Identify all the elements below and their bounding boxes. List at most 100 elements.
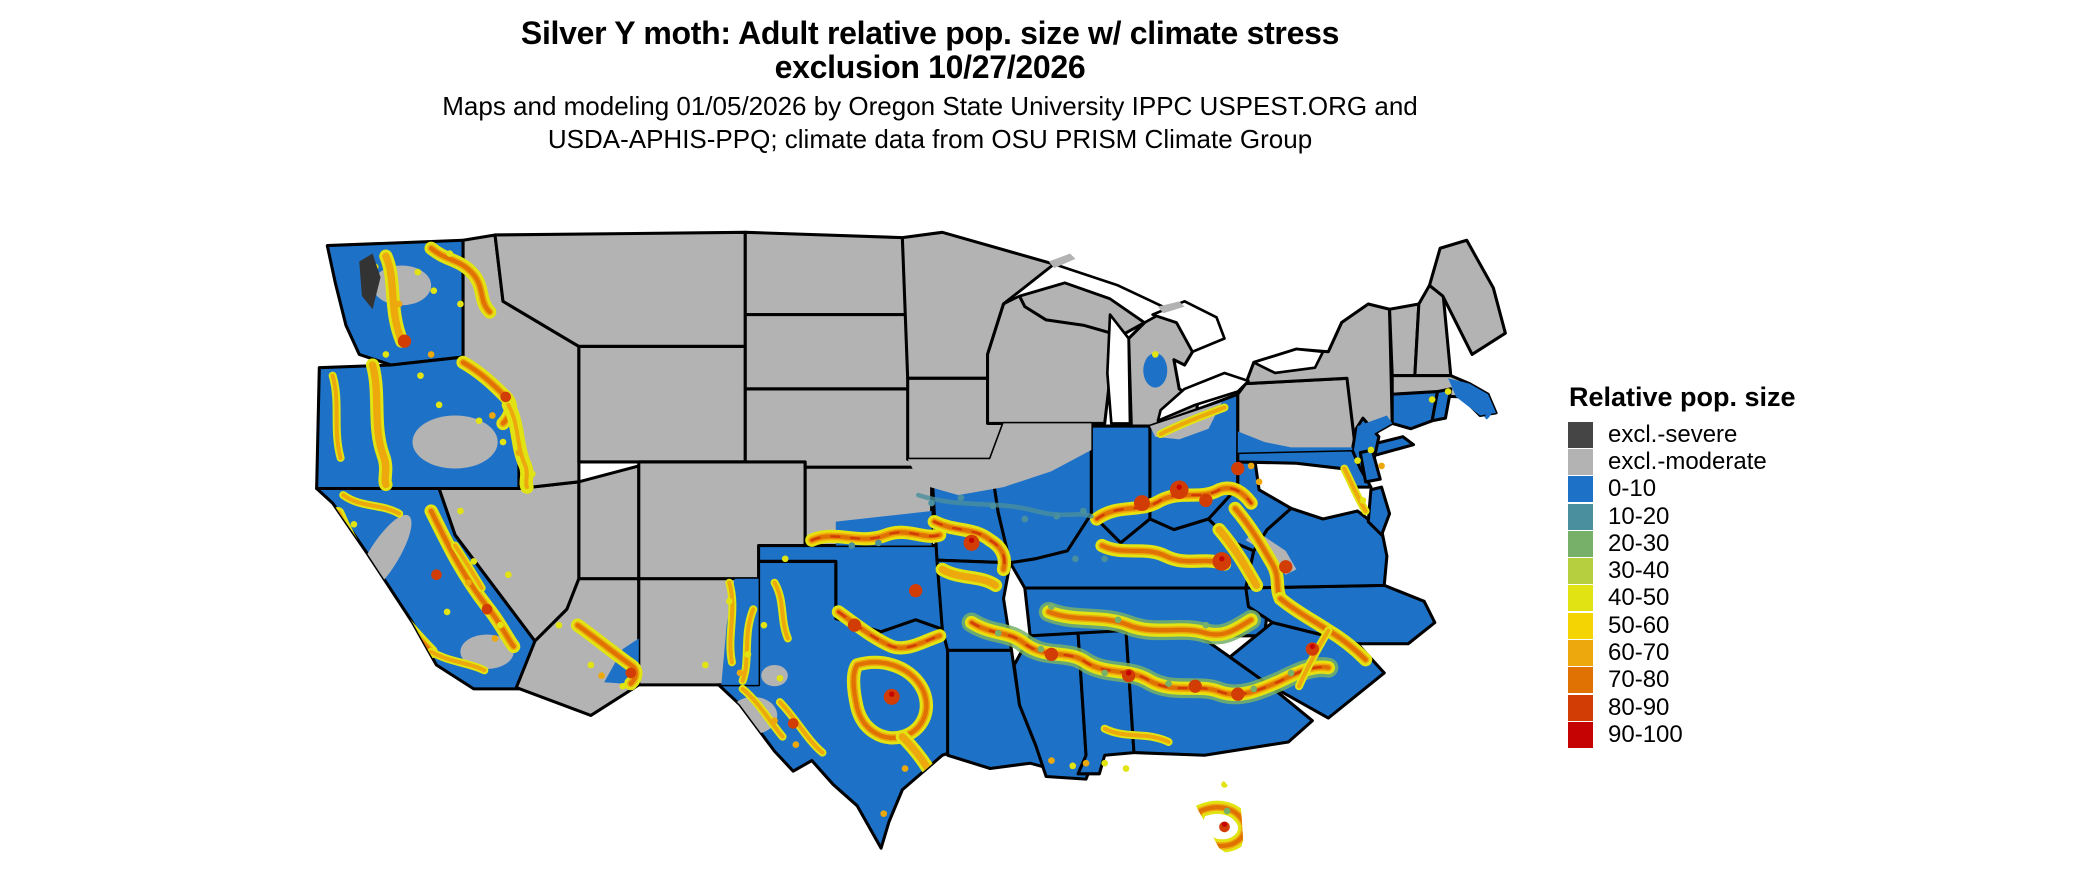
gray-overlay-columbia-basin bbox=[372, 265, 432, 306]
speckle bbox=[1279, 560, 1293, 574]
state-wyoming bbox=[577, 344, 747, 464]
state-connecticut bbox=[1390, 390, 1440, 431]
speckle bbox=[968, 537, 975, 543]
legend-items: excl.-severe excl.-moderate 0-10 10-20 20-30… bbox=[1568, 421, 1908, 749]
speckle bbox=[1082, 759, 1090, 767]
speckle bbox=[598, 672, 605, 679]
speckle bbox=[1218, 870, 1225, 877]
legend-swatch bbox=[1568, 585, 1593, 612]
speckle bbox=[1221, 781, 1228, 788]
speckle bbox=[625, 667, 637, 679]
speckle bbox=[1125, 670, 1132, 676]
legend-swatch bbox=[1568, 721, 1593, 748]
speckle bbox=[1223, 807, 1231, 815]
speckle bbox=[489, 412, 496, 419]
speckle bbox=[443, 608, 451, 616]
legend-swatch bbox=[1568, 421, 1593, 448]
title-line-2: exclusion 10/27/2026 bbox=[774, 49, 1086, 85]
map-title: Silver Y moth: Adult relative pop. size … bbox=[180, 16, 1680, 84]
legend-swatch bbox=[1568, 640, 1593, 667]
speckle bbox=[457, 300, 464, 308]
speckle bbox=[1101, 759, 1109, 767]
speckle bbox=[771, 717, 778, 725]
blue-overlay-coastal-massachusetts bbox=[1448, 378, 1497, 416]
speckle-dots-layer bbox=[350, 250, 1452, 877]
legend-label: excl.-severe bbox=[1608, 420, 1738, 448]
speckle bbox=[744, 651, 752, 658]
speckle bbox=[1247, 462, 1255, 470]
speckle bbox=[382, 351, 390, 358]
speckle bbox=[1021, 515, 1029, 523]
blue-overlay-central-michigan bbox=[1143, 353, 1168, 388]
legend-swatch bbox=[1568, 503, 1593, 530]
speckle bbox=[619, 682, 627, 690]
legend-swatch bbox=[1568, 448, 1593, 475]
speckle bbox=[505, 571, 512, 579]
water-layer bbox=[359, 253, 1493, 425]
gray-overlay-mojave bbox=[460, 634, 514, 669]
legend-row: 20-30 bbox=[1568, 530, 1908, 557]
speckle bbox=[847, 618, 862, 632]
speckle bbox=[1428, 396, 1436, 403]
manitoulin-island bbox=[1157, 301, 1185, 314]
speckle bbox=[1255, 478, 1263, 486]
speckle bbox=[430, 287, 438, 295]
speckle bbox=[901, 765, 909, 772]
speckle bbox=[928, 499, 935, 507]
speckle bbox=[481, 603, 493, 615]
speckle bbox=[1114, 616, 1122, 624]
speckle bbox=[1048, 757, 1055, 764]
speckle bbox=[957, 494, 965, 502]
gray-overlay-north-missouri-illinois bbox=[907, 423, 1092, 496]
speckle bbox=[555, 621, 563, 629]
speckle bbox=[379, 621, 387, 629]
state-nebraska bbox=[743, 387, 934, 469]
blue-overlay-lower-hudson bbox=[1354, 415, 1393, 445]
legend-swatch bbox=[1568, 612, 1593, 639]
speckle bbox=[515, 449, 523, 456]
blue-overlay-south-pennsylvania bbox=[1237, 431, 1353, 453]
speckle bbox=[427, 351, 435, 358]
speckle bbox=[446, 250, 454, 257]
legend-label: 50-60 bbox=[1608, 611, 1670, 639]
speckle bbox=[397, 334, 412, 348]
legend-row: 80-90 bbox=[1568, 694, 1908, 721]
speckle bbox=[1080, 507, 1087, 515]
speckle bbox=[435, 401, 443, 409]
state-maine bbox=[1427, 238, 1507, 356]
us-population-map bbox=[306, 227, 1520, 880]
state-utah bbox=[577, 464, 641, 581]
legend-row: 70-80 bbox=[1568, 667, 1908, 694]
speckle bbox=[470, 558, 478, 565]
legend-row: 50-60 bbox=[1568, 612, 1908, 639]
title-line-1: Silver Y moth: Adult relative pop. size … bbox=[520, 15, 1340, 51]
speckle bbox=[725, 597, 733, 605]
speckle bbox=[880, 810, 888, 817]
speckle bbox=[848, 542, 856, 549]
legend-label: excl.-moderate bbox=[1608, 447, 1767, 475]
speckle bbox=[1101, 555, 1109, 563]
speckle bbox=[1247, 805, 1255, 812]
speckle bbox=[1151, 351, 1159, 358]
speckle bbox=[499, 438, 507, 446]
speckle bbox=[1231, 461, 1245, 476]
legend-row: excl.-severe bbox=[1568, 421, 1908, 448]
speckle bbox=[1367, 446, 1375, 454]
legend-swatch bbox=[1568, 476, 1593, 503]
speckle bbox=[909, 584, 923, 598]
legend-label: 30-40 bbox=[1608, 557, 1670, 585]
speckle bbox=[1072, 555, 1079, 563]
puget-sound bbox=[359, 253, 381, 310]
states-layer bbox=[315, 230, 1507, 850]
legend-label: 90-100 bbox=[1608, 720, 1683, 748]
legend-row: 90-100 bbox=[1568, 721, 1908, 748]
speckle bbox=[994, 629, 1002, 637]
legend: Relative pop. size excl.-severe excl.-mod… bbox=[1568, 382, 1908, 749]
speckle bbox=[1165, 680, 1172, 687]
speckle bbox=[1121, 668, 1136, 683]
legend-row: 40-50 bbox=[1568, 585, 1908, 612]
legend-row: 60-70 bbox=[1568, 639, 1908, 667]
legend-row: 30-40 bbox=[1568, 557, 1908, 585]
speckle bbox=[1309, 643, 1316, 650]
speckle bbox=[1037, 645, 1045, 653]
